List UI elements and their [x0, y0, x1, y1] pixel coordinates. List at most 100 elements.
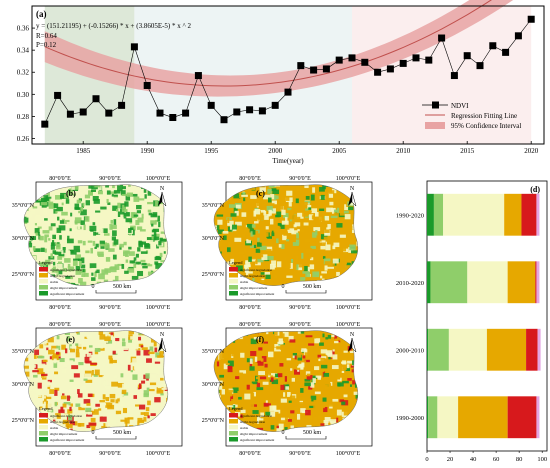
plateau-outline: [213, 330, 358, 432]
bar-plot-frame: [426, 180, 548, 452]
x-tick-label: 1990: [140, 147, 155, 155]
legend-title: Legend: [39, 260, 53, 265]
y-tick-label: 0.32: [17, 69, 30, 77]
ndvi-point: [476, 62, 484, 70]
ndvi-time-series-chart: 0.26 0.28 0.30 0.32 0.34 0.36 1985 1990 1995 200…: [17, 0, 545, 165]
lat-tick-label: 35°0'0"N: [12, 202, 35, 209]
ndvi-point: [258, 107, 266, 115]
map-legend: Legend significant degradation slight degr…: [229, 260, 274, 296]
bar-x-tick-label: 40: [470, 456, 477, 463]
bar-x-ticks: 0 20 40 60 80 100: [425, 451, 547, 463]
lon-tick-label: 90°0'0"E: [289, 304, 311, 311]
bar-category-label: 2010-2020: [396, 280, 424, 287]
legend-swatch: [39, 267, 48, 272]
trend-map-3: 80°0'0"E 80°0'0"E 90°0'0"E 90°0'0"E 100°0'0"…: [12, 321, 183, 457]
lon-tick-label: 80°0'0"E: [49, 304, 71, 311]
ndvi-point: [438, 34, 446, 42]
legend-item-label: stable: [240, 426, 249, 430]
ndvi-point: [246, 106, 254, 114]
legend-swatch: [229, 285, 238, 290]
legend-swatch: [39, 419, 48, 424]
legend-swatch: [229, 267, 238, 272]
x-tick-label: 2010: [396, 147, 411, 155]
svg-text:500 km: 500 km: [303, 284, 322, 290]
lon-tick-label: 100°0'0"E: [146, 304, 171, 311]
legend-item-label: slight degradation: [240, 274, 265, 278]
bar-segment: [526, 328, 538, 371]
ndvi-point: [335, 56, 343, 64]
ndvi-point: [54, 91, 62, 99]
bar-segment: [467, 261, 508, 304]
map-legend: Legend significant degradation slight degr…: [39, 406, 84, 442]
bar-end-cap: [536, 396, 540, 439]
ndvi-point: [105, 109, 113, 117]
legend-swatch: [229, 437, 238, 442]
legend-fit: Regression Fitting Line: [451, 112, 517, 120]
lon-tick-label: 100°0'0"E: [336, 450, 361, 457]
stacked-bars: [427, 193, 541, 439]
legend-item-label: stable: [50, 280, 59, 284]
legend-swatch: [229, 413, 238, 418]
ndvi-point: [527, 15, 535, 23]
ndvi-point: [118, 101, 126, 109]
plateau-outline: [213, 184, 358, 286]
lon-tick-label: 90°0'0"E: [99, 321, 121, 328]
svg-text:N: N: [160, 332, 165, 338]
bar-segment: [433, 193, 444, 236]
lon-tick-label: 80°0'0"E: [239, 304, 261, 311]
legend-swatch: [39, 291, 48, 296]
lon-tick-label: 80°0'0"E: [239, 321, 261, 328]
legend-swatch: [229, 425, 238, 430]
bar-category-label: 2000-2010: [396, 347, 424, 354]
svg-text:N: N: [160, 186, 165, 192]
ndvi-point: [207, 101, 215, 109]
ndvi-point: [489, 42, 497, 50]
svg-text:500 km: 500 km: [113, 430, 132, 436]
legend-swatch: [39, 285, 48, 290]
y-tick-label: 0.26: [17, 135, 30, 143]
legend-item-label: significant improvement: [240, 438, 274, 442]
panel-d-label: (d): [530, 185, 540, 194]
legend-item-label: slight improvement: [50, 286, 77, 290]
bar-x-tick-label: 20: [447, 456, 454, 463]
legend-item-label: stable: [50, 426, 59, 430]
lat-tick-label: 35°0'0"N: [202, 202, 225, 209]
ndvi-point: [412, 54, 420, 62]
legend-item-label: significant improvement: [50, 292, 84, 296]
legend-swatch: [229, 279, 238, 284]
ndvi-point: [143, 81, 151, 89]
ndvi-point: [463, 52, 471, 60]
legend-swatch: [39, 425, 48, 430]
map-legend: Legend significant degradation slight degr…: [39, 260, 84, 296]
y-tick-label: 0.28: [17, 113, 30, 121]
legend-title: Legend: [229, 406, 243, 411]
lon-tick-label: 80°0'0"E: [49, 175, 71, 182]
ndvi-point: [194, 72, 202, 80]
ndvi-point: [361, 58, 369, 66]
legend-swatch: [39, 273, 48, 278]
map-legend: Legend significant degradation slight degr…: [229, 406, 274, 442]
north-arrow-icon: N: [158, 186, 167, 207]
plateau-outline: [23, 330, 168, 432]
ndvi-point: [92, 95, 100, 103]
x-axis-ticks: 1985 1990 1995 2000 2005 2010 2015 2020: [76, 141, 539, 155]
legend-swatch: [39, 413, 48, 418]
map-panel-label: (f): [256, 335, 264, 344]
chart-a-legend: NDVI Regression Fitting Line 95% Confide…: [422, 101, 521, 130]
lat-tick-label: 25°0'0"N: [12, 417, 35, 424]
lon-tick-label: 80°0'0"E: [239, 175, 261, 182]
ndvi-point: [502, 48, 510, 56]
bar-segment: [507, 396, 537, 439]
legend-item-label: significant degradation: [240, 414, 272, 418]
bar-x-tick-label: 100: [537, 456, 547, 463]
legend-item-label: slight degradation: [50, 420, 75, 424]
legend-swatch: [229, 291, 238, 296]
lon-tick-label: 90°0'0"E: [289, 175, 311, 182]
ndvi-point: [169, 114, 177, 122]
svg-text:0: 0: [92, 430, 95, 436]
svg-text:0: 0: [282, 430, 285, 436]
bar-segment: [427, 396, 429, 439]
ndvi-point: [310, 66, 318, 74]
scale-bar: 0 500 km: [92, 284, 137, 294]
ndvi-point: [233, 108, 241, 116]
